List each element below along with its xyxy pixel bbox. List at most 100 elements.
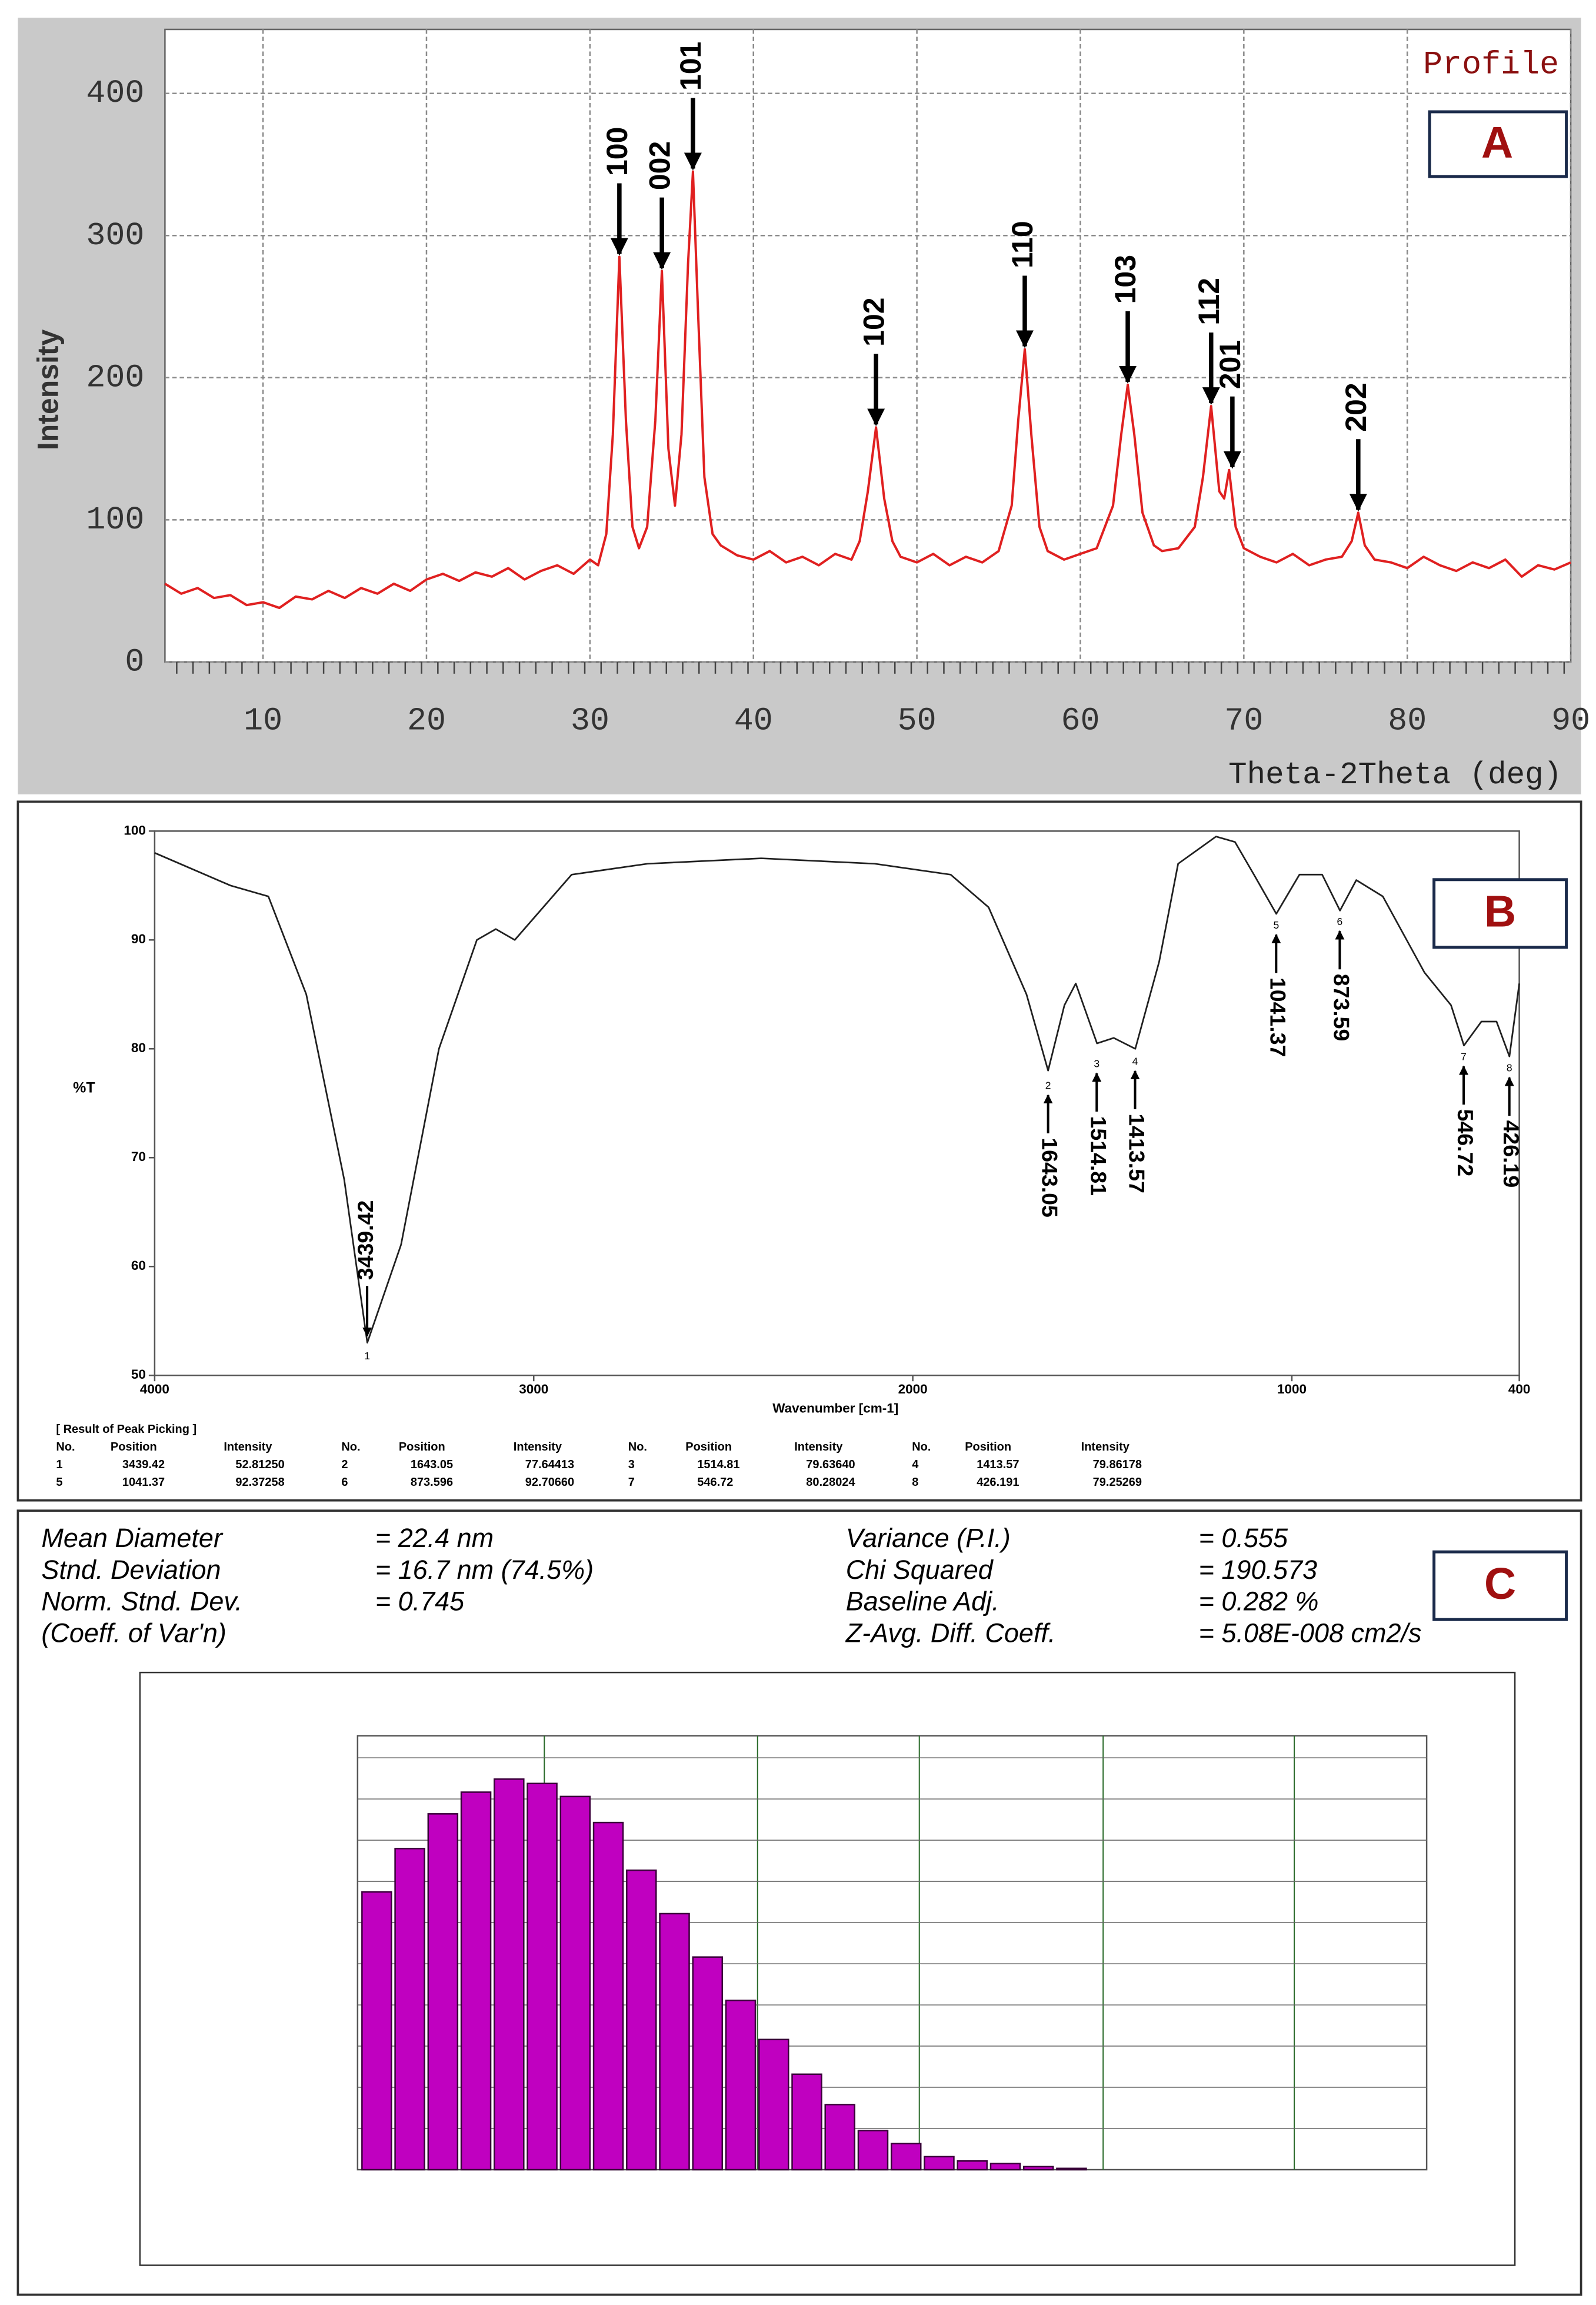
bar: [758, 2038, 789, 2171]
panel-label: B: [1484, 887, 1516, 936]
x-tick-label: 10: [244, 702, 282, 739]
table-cell: 3: [628, 1458, 635, 1471]
stat-label: Baseline Adj.: [846, 1586, 999, 1617]
annotation-label: 873.59: [1330, 974, 1354, 1042]
y-tick-label: 400: [86, 75, 144, 112]
annotation-label: 101: [674, 42, 707, 91]
x-tick-label: 20: [407, 702, 446, 739]
table-cell: 7: [628, 1476, 635, 1489]
annotation-label: 3439.42: [353, 1200, 378, 1280]
stat-value: = 16.7 nm (74.5%): [375, 1555, 594, 1585]
panel-label: A: [1481, 117, 1513, 167]
peak-number: 1: [364, 1350, 370, 1362]
annotation-label: 1041.37: [1265, 977, 1290, 1057]
table-cell: 92.70660: [525, 1476, 574, 1489]
table-header: Position: [965, 1441, 1011, 1453]
x-tick-label: 60: [1061, 702, 1099, 739]
table-header: Intensity: [1081, 1441, 1129, 1453]
x-tick-label: 30: [571, 702, 609, 739]
peak-number: 8: [1507, 1062, 1512, 1074]
annotation-label: 201: [1214, 340, 1247, 389]
stat-label: Variance (P.I.): [846, 1523, 1011, 1553]
x-tick-label: 400: [1508, 1382, 1531, 1396]
y-tick-label: 0: [125, 643, 144, 680]
bar: [460, 1791, 492, 2171]
annotation-label: 100: [601, 127, 634, 176]
x-tick-label: 90: [1551, 702, 1590, 739]
bar: [791, 2073, 822, 2171]
y-tick-label: 50: [131, 1367, 146, 1382]
bar: [1022, 2166, 1054, 2171]
y-tick-label: 70: [131, 1149, 146, 1164]
peak-number: 5: [1273, 919, 1279, 931]
peak-number: 2: [1045, 1079, 1051, 1091]
bar: [692, 1956, 724, 2171]
table-cell: 426.191: [977, 1476, 1019, 1489]
bar: [394, 1848, 425, 2171]
stat-label: Stnd. Deviation: [41, 1555, 221, 1585]
peak-number: 7: [1461, 1051, 1467, 1063]
panel-a-label-box: [1428, 110, 1568, 178]
table-cell: 8: [912, 1476, 918, 1489]
x-tick-label: 4000: [140, 1382, 169, 1396]
annotation-label: 110: [1006, 221, 1039, 268]
table-cell: 79.25269: [1093, 1476, 1142, 1489]
bar: [924, 2156, 955, 2171]
bar: [725, 2000, 757, 2171]
table-cell: 77.64413: [525, 1458, 574, 1471]
stat-label: Norm. Stnd. Dev.: [41, 1586, 242, 1617]
table-cell: 1643.05: [411, 1458, 453, 1471]
bar: [824, 2104, 855, 2171]
table-cell: 873.596: [411, 1476, 453, 1489]
table-cell: 6: [341, 1476, 348, 1489]
table-header: No.: [912, 1441, 931, 1453]
table-header: No.: [628, 1441, 647, 1453]
annotation-label: 426.19: [1499, 1120, 1524, 1188]
x-tick-label: 2000: [898, 1382, 928, 1396]
table-cell: 546.72: [697, 1476, 733, 1489]
table-header: Position: [399, 1441, 445, 1453]
annotation-label: 1413.57: [1125, 1113, 1149, 1193]
bar: [559, 1795, 591, 2171]
table-header: Intensity: [514, 1441, 562, 1453]
peak-number: 6: [1337, 916, 1343, 927]
bar: [494, 1778, 525, 2171]
x-axis-label: Theta-2Theta (deg): [1228, 757, 1562, 793]
table-cell: 52.81250: [235, 1458, 284, 1471]
x-axis-label: Wavenumber [cm-1]: [772, 1401, 898, 1416]
table-cell: 92.37258: [235, 1476, 284, 1489]
y-tick-label: 80: [131, 1040, 146, 1055]
bar: [427, 1813, 459, 2171]
stat-value: = 5.08E-008 cm2/s: [1199, 1618, 1422, 1648]
panel-b-plot: [154, 830, 1520, 1376]
table-header: Intensity: [794, 1441, 842, 1453]
table-header: No.: [56, 1441, 75, 1453]
table-cell: 1: [56, 1458, 62, 1471]
stat-label: (Coeff. of Var'n): [41, 1618, 226, 1648]
table-cell: 80.28024: [806, 1476, 855, 1489]
stat-value: = 190.573: [1199, 1555, 1317, 1585]
y-tick-label: 100: [124, 823, 146, 837]
x-tick-label: 50: [898, 702, 937, 739]
stat-value: = 0.282 %: [1199, 1586, 1319, 1617]
data-line: [154, 836, 1520, 1344]
table-header: Position: [111, 1441, 157, 1453]
table-header: No.: [341, 1441, 360, 1453]
y-axis-label: Intensity: [32, 329, 65, 450]
annotation-label: 1643.05: [1038, 1137, 1062, 1217]
bar: [1056, 2167, 1087, 2171]
table-cell: 5: [56, 1476, 62, 1489]
x-tick-label: 70: [1224, 702, 1263, 739]
table-cell: 3439.42: [122, 1458, 165, 1471]
table-cell: 79.63640: [806, 1458, 855, 1471]
stat-value: = 0.555: [1199, 1523, 1288, 1553]
bar: [527, 1782, 558, 2171]
y-tick-label: 300: [86, 217, 144, 254]
x-tick-label: 40: [734, 702, 773, 739]
table-cell: 2: [341, 1458, 348, 1471]
annotation-label: 1514.81: [1086, 1116, 1111, 1196]
table-cell: 1041.37: [122, 1476, 165, 1489]
annotation-label: 546.72: [1453, 1109, 1478, 1177]
